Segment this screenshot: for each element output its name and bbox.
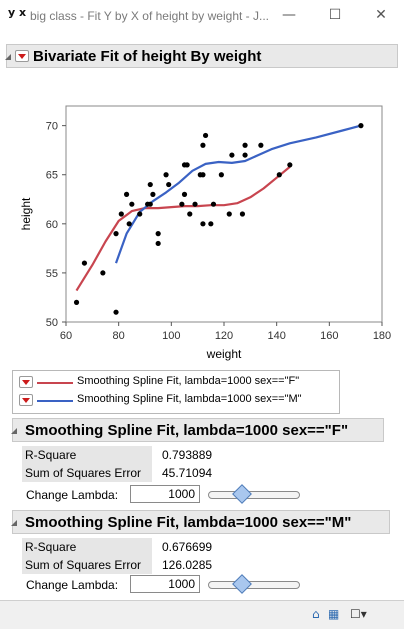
y-tick-label: 70 bbox=[46, 121, 58, 133]
data-point bbox=[147, 201, 153, 207]
data-point bbox=[126, 221, 132, 227]
data-point bbox=[100, 270, 106, 276]
data-point bbox=[239, 211, 246, 217]
x-tick-label: 180 bbox=[373, 330, 391, 342]
legend-label-f: Smoothing Spline Fit, lambda=1000 sex=="… bbox=[77, 375, 300, 387]
x-tick-label: 120 bbox=[215, 330, 233, 342]
data-point bbox=[147, 181, 153, 188]
report-content: Bivariate Fit of height By weight 60 80 10… bbox=[0, 32, 404, 600]
data-point bbox=[73, 299, 80, 305]
spline-fit-line-0 bbox=[75, 166, 291, 292]
x-tick-label: 160 bbox=[320, 330, 338, 342]
lambda-input-f[interactable]: 1000 bbox=[130, 485, 200, 503]
bivariate-outline-header[interactable]: Bivariate Fit of height By weight bbox=[5, 44, 398, 68]
data-point bbox=[123, 191, 130, 197]
y-tick-label: 60 bbox=[46, 219, 58, 231]
close-button[interactable]: ✕ bbox=[375, 7, 387, 23]
data-point bbox=[166, 181, 172, 188]
lambda-slider-f[interactable] bbox=[208, 484, 300, 504]
data-point bbox=[81, 260, 88, 266]
status-bar: ⌂ ▦ ☐▾ bbox=[0, 600, 404, 629]
red-triangle-menu-icon[interactable] bbox=[19, 376, 33, 388]
data-point bbox=[200, 172, 206, 178]
window-list-icon[interactable]: ☐▾ bbox=[350, 607, 367, 621]
data-point bbox=[202, 132, 209, 139]
fit-legend: Smoothing Spline Fit, lambda=1000 sex=="… bbox=[12, 370, 340, 414]
rsquare-value-f: 0.793889 bbox=[162, 448, 213, 462]
fit-f-title: Smoothing Spline Fit, lambda=1000 sex=="… bbox=[25, 422, 349, 439]
plot-frame bbox=[65, 105, 383, 323]
window-titlebar: y x big class - Fit Y by X of height by … bbox=[0, 0, 404, 32]
data-point bbox=[258, 142, 264, 148]
data-point bbox=[276, 172, 282, 178]
collapse-triangle-icon[interactable] bbox=[11, 520, 17, 526]
fit-f-outline-header[interactable]: Smoothing Spline Fit, lambda=1000 sex=="… bbox=[11, 418, 384, 442]
rsquare-label-f: R-Square bbox=[22, 446, 152, 464]
fit-m-outline-header[interactable]: Smoothing Spline Fit, lambda=1000 sex=="… bbox=[11, 510, 390, 534]
sse-value-f: 45.71094 bbox=[162, 466, 213, 480]
data-point bbox=[358, 123, 364, 129]
data-point bbox=[129, 201, 135, 207]
rsquare-label-m: R-Square bbox=[22, 538, 152, 556]
y-tick-label: 65 bbox=[46, 170, 58, 182]
y-axis-label: height bbox=[19, 197, 33, 230]
data-point bbox=[187, 211, 193, 217]
change-lambda-label-m: Change Lambda: bbox=[26, 578, 119, 592]
rsquare-value-m: 0.676699 bbox=[162, 540, 213, 554]
data-point bbox=[113, 231, 119, 237]
lambda-slider-thumb-m[interactable] bbox=[231, 574, 252, 594]
data-point bbox=[210, 201, 217, 207]
report-title: Bivariate Fit of height By weight bbox=[33, 48, 262, 65]
data-point bbox=[137, 211, 143, 217]
sse-label-m: Sum of Squares Error bbox=[22, 556, 152, 574]
data-point bbox=[226, 211, 232, 217]
legend-label-m: Smoothing Spline Fit, lambda=1000 sex=="… bbox=[77, 393, 302, 405]
data-point bbox=[242, 142, 248, 148]
y-tick-label: 55 bbox=[46, 268, 58, 280]
data-point bbox=[200, 221, 206, 227]
change-lambda-label-f: Change Lambda: bbox=[26, 488, 119, 502]
lambda-slider-m[interactable] bbox=[208, 574, 300, 594]
maximize-button[interactable]: ☐ bbox=[328, 7, 342, 23]
legend-line-f bbox=[37, 382, 73, 384]
red-triangle-menu-icon[interactable] bbox=[19, 394, 33, 406]
data-point bbox=[179, 201, 185, 207]
collapse-triangle-icon[interactable] bbox=[5, 54, 11, 60]
y-tick-label: 50 bbox=[46, 317, 58, 329]
minimize-button[interactable]: — bbox=[282, 7, 296, 23]
jmp-app-icon: y x bbox=[8, 6, 27, 19]
data-point bbox=[155, 240, 161, 247]
data-point bbox=[242, 152, 248, 158]
collapse-triangle-icon[interactable] bbox=[11, 428, 17, 434]
x-tick-label: 100 bbox=[162, 330, 180, 342]
x-tick-label: 80 bbox=[113, 330, 125, 342]
data-point bbox=[229, 152, 235, 158]
fit-m-title: Smoothing Spline Fit, lambda=1000 sex=="… bbox=[25, 514, 352, 531]
sse-label-f: Sum of Squares Error bbox=[22, 464, 152, 482]
home-icon[interactable]: ⌂ bbox=[312, 607, 320, 621]
x-tick-label: 140 bbox=[267, 330, 285, 342]
data-point bbox=[113, 309, 119, 315]
legend-line-m bbox=[37, 400, 73, 402]
data-point bbox=[163, 172, 169, 178]
data-point bbox=[118, 211, 124, 217]
data-point bbox=[208, 221, 214, 227]
x-tick-label: 60 bbox=[60, 330, 72, 342]
data-point bbox=[287, 162, 293, 168]
window-title: big class - Fit Y by X of height by weig… bbox=[30, 9, 269, 23]
data-point bbox=[200, 142, 206, 148]
data-point bbox=[192, 201, 198, 207]
data-point bbox=[150, 191, 156, 197]
red-triangle-menu-icon[interactable] bbox=[15, 50, 29, 62]
sse-value-m: 126.0285 bbox=[162, 558, 213, 572]
x-axis-label: weight bbox=[206, 347, 242, 361]
table-icon[interactable]: ▦ bbox=[328, 607, 340, 621]
data-point bbox=[181, 191, 188, 197]
bivariate-plot[interactable]: 60 80 100 120 140 160 180 50 55 60 65 70 weight heigh… bbox=[0, 68, 404, 368]
data-point bbox=[218, 172, 224, 178]
lambda-input-m[interactable]: 1000 bbox=[130, 575, 200, 593]
lambda-slider-thumb-f[interactable] bbox=[231, 484, 252, 504]
data-point bbox=[184, 162, 190, 168]
data-point bbox=[155, 231, 161, 237]
